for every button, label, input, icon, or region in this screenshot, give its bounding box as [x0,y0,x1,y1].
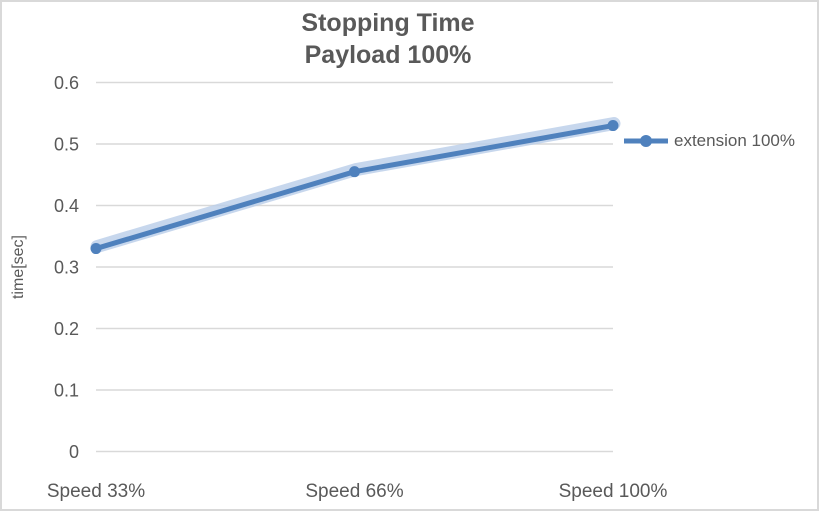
chart-title-line2: Payload 100% [304,41,472,69]
x-axis-label: Speed 33% [47,481,145,502]
legend-line-marker-icon [624,135,668,147]
legend-dot [640,135,652,147]
chart-title: Stopping Time Payload 100% [2,7,774,71]
legend-label: extension 100% [674,131,795,150]
legend: extension 100% [623,131,795,151]
y-tick-label: 0.1 [54,381,79,401]
x-axis-label: Speed 100% [559,481,668,502]
y-tick-label: 0.3 [54,258,79,278]
y-tick-label: 0.2 [54,319,79,339]
series-halo [90,117,621,254]
y-tick-label: 0.6 [54,73,79,93]
data-point-marker [349,166,360,178]
x-axis-label: Speed 66% [305,481,403,502]
y-tick-label: 0 [69,442,79,462]
data-point-marker [607,120,619,132]
data-point-marker [90,243,102,255]
chart-title-line1: Stopping Time [301,9,475,37]
y-tick-label: 0.4 [54,196,79,216]
y-tick-label: 0.5 [54,135,79,155]
